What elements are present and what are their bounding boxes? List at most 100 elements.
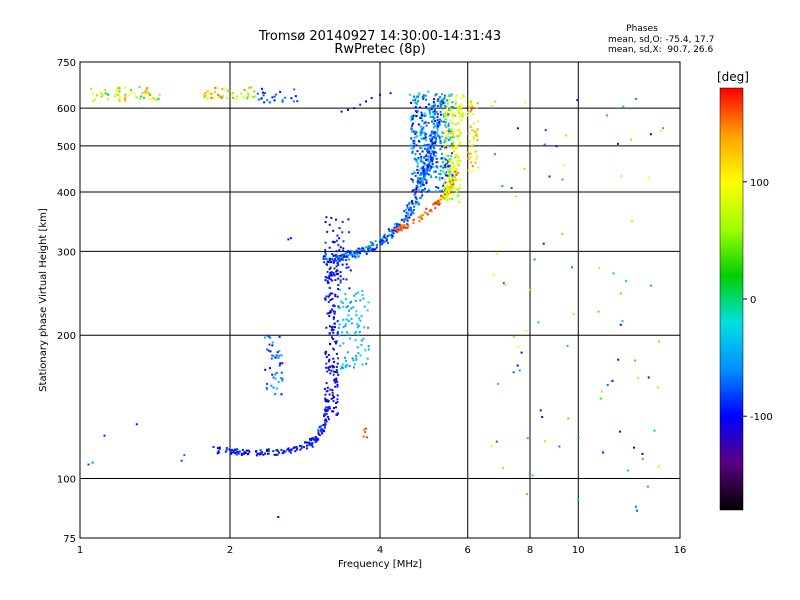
data-point <box>473 129 476 132</box>
data-point <box>339 288 342 291</box>
data-points <box>87 86 665 518</box>
data-point <box>450 177 453 180</box>
data-point <box>490 445 493 448</box>
data-point <box>443 162 446 165</box>
data-point <box>657 386 660 389</box>
data-point <box>631 219 633 222</box>
data-point <box>354 339 357 342</box>
data-point <box>452 112 455 115</box>
data-point <box>451 181 454 184</box>
data-point <box>445 134 448 137</box>
data-point <box>333 274 336 277</box>
data-point <box>470 156 473 158</box>
data-point <box>332 304 335 307</box>
data-point <box>432 152 435 155</box>
data-point <box>329 292 332 295</box>
data-point <box>426 166 429 169</box>
data-point <box>352 359 355 362</box>
data-point <box>494 100 497 103</box>
data-point <box>332 338 335 340</box>
data-point <box>280 448 283 451</box>
data-point <box>341 231 344 234</box>
data-point <box>279 362 282 365</box>
data-point <box>430 165 433 168</box>
data-point <box>90 87 93 90</box>
data-point <box>431 116 434 118</box>
data-point <box>415 197 418 200</box>
data-point <box>504 284 507 286</box>
data-point <box>277 356 280 359</box>
data-point <box>130 89 132 92</box>
data-point <box>424 136 427 139</box>
data-point <box>421 167 424 170</box>
data-point <box>254 95 257 98</box>
data-point <box>374 248 377 251</box>
data-point <box>440 194 443 197</box>
data-point <box>458 200 461 203</box>
data-point <box>434 120 437 122</box>
data-point <box>183 454 186 457</box>
data-point <box>244 452 247 454</box>
data-point <box>324 241 327 244</box>
data-point <box>445 146 448 149</box>
data-point <box>280 354 283 357</box>
data-point <box>512 335 515 338</box>
data-point <box>429 148 432 151</box>
data-point <box>229 451 232 454</box>
data-point <box>450 180 453 183</box>
data-point <box>336 331 339 334</box>
data-point <box>427 163 430 166</box>
data-point <box>420 132 423 135</box>
data-point <box>324 351 327 354</box>
data-point <box>421 189 424 192</box>
phases-title: Phases <box>626 24 658 34</box>
data-point <box>634 359 637 362</box>
data-point <box>345 255 348 258</box>
data-point <box>403 223 406 226</box>
data-point <box>420 196 423 199</box>
data-point <box>329 258 332 260</box>
data-point <box>338 227 341 230</box>
data-point <box>336 400 339 403</box>
data-point <box>418 157 421 160</box>
data-point <box>280 393 283 396</box>
data-point <box>214 91 217 94</box>
data-point <box>133 93 136 96</box>
data-point <box>436 105 439 107</box>
data-point <box>409 206 412 209</box>
data-point <box>345 305 348 308</box>
data-point <box>394 227 397 230</box>
data-point <box>451 179 454 182</box>
data-point <box>555 145 558 148</box>
data-point <box>455 167 458 170</box>
data-point <box>235 95 238 98</box>
data-point <box>344 325 347 327</box>
data-point <box>429 145 432 148</box>
data-point <box>449 167 452 170</box>
data-point <box>446 106 449 109</box>
data-point <box>429 174 432 177</box>
data-point <box>447 113 450 116</box>
data-point <box>308 441 311 444</box>
data-point <box>315 438 318 441</box>
data-point <box>336 320 339 323</box>
data-point <box>432 156 435 159</box>
data-point <box>467 132 470 135</box>
data-point <box>258 453 261 456</box>
data-point <box>288 450 291 453</box>
data-point <box>475 132 478 135</box>
data-point <box>423 156 426 159</box>
data-point <box>397 228 400 231</box>
data-point <box>326 260 329 263</box>
data-point <box>94 98 97 101</box>
data-point <box>417 162 419 165</box>
data-point <box>327 301 330 303</box>
data-point <box>87 463 90 466</box>
data-point <box>443 157 446 160</box>
data-point <box>351 253 354 256</box>
data-point <box>268 343 271 346</box>
data-point <box>438 172 440 175</box>
data-point <box>421 114 424 117</box>
data-point <box>422 214 425 217</box>
data-point <box>118 98 121 101</box>
